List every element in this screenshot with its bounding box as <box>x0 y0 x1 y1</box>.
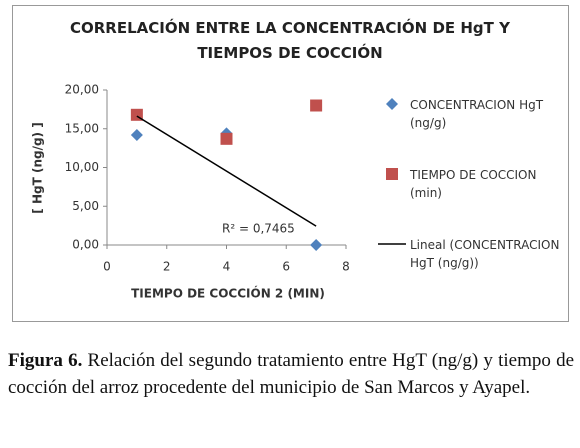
y-axis-label: [ HgT (ng/g) ] <box>31 122 45 213</box>
point <box>310 99 323 112</box>
caption-text: Relación del segundo tratamiento entre H… <box>8 350 575 398</box>
legend-marker <box>386 98 398 110</box>
y-tick-label: 10,00 <box>65 160 99 174</box>
trendline-annotation: R² = 0,7465 <box>222 222 295 236</box>
chart: TIEMPO DE COCCIÓN 2 (MIN) [ HgT (ng/g) ]… <box>31 83 406 301</box>
point <box>130 128 143 141</box>
x-tick-label: 0 <box>103 260 111 274</box>
chart-frame <box>12 5 569 322</box>
x-axis-label: TIEMPO DE COCCIÓN 2 (MIN) <box>131 286 325 301</box>
legend-label: CONCENTRACION HgT (ng/g) <box>410 98 544 130</box>
x-tick-label: 6 <box>282 260 290 274</box>
x-tick-label: 4 <box>223 260 231 274</box>
caption: Figura 6. Relación del segundo tratamien… <box>8 347 574 401</box>
y-tick-label: 0,00 <box>72 238 99 252</box>
point <box>310 239 323 251</box>
x-tick-label: 8 <box>342 260 350 274</box>
y-tick-label: 15,00 <box>65 121 99 135</box>
chart-title: CORRELACIÓN ENTRE LA CONCENTRACIÓN DE Hg… <box>70 19 510 62</box>
x-tick-label: 2 <box>163 260 171 274</box>
legend-label: Lineal (CONCENTRACION HgT (ng/g)) <box>410 238 560 270</box>
legend-label: TIEMPO DE COCCION (min) <box>410 168 537 200</box>
caption-label: Figura 6. <box>8 350 83 371</box>
trendline <box>136 115 317 227</box>
point <box>220 132 233 145</box>
y-tick-label: 20,00 <box>65 83 99 97</box>
legend-marker <box>386 168 398 180</box>
y-tick-label: 5,00 <box>72 199 99 213</box>
